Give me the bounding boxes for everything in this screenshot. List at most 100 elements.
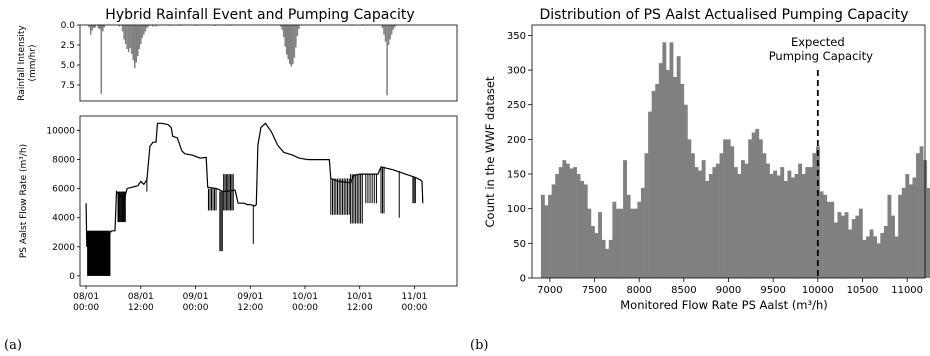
rainfall-bar [118, 25, 121, 27]
histogram-bar [705, 180, 710, 278]
histogram-bar [601, 239, 606, 278]
histogram-bar [583, 184, 588, 278]
flow-xtick-label-date: 08/01 [73, 292, 99, 302]
flow-xtick-label-date: 10/01 [292, 292, 318, 302]
histogram-bars [540, 42, 930, 279]
rainfall-ylabel-line2: (mm/hr) [28, 45, 38, 82]
histogram-bar [687, 139, 692, 278]
rainfall-bar [279, 25, 282, 27]
histogram-bar [862, 239, 867, 278]
rainfall-bar [295, 25, 297, 48]
histogram-bar [741, 160, 745, 278]
histogram-bar [769, 174, 774, 278]
histogram-bar [701, 160, 706, 278]
rainfall-bar [141, 25, 144, 38]
rainfall-bar [287, 25, 290, 60]
histogram-bar [598, 212, 602, 278]
rainfall-bar [138, 25, 141, 49]
histogram-ytick-label: 200 [507, 135, 526, 146]
histogram-ytick-label: 300 [507, 66, 526, 77]
histogram-bar [833, 222, 838, 278]
histogram-bar [576, 174, 581, 278]
rainfall-bar [282, 25, 285, 37]
rainfall-bar [387, 25, 390, 45]
histogram-bar [555, 174, 560, 278]
rainfall-bar [102, 25, 104, 32]
flow-spikes [87, 166, 416, 276]
panel-label-b: (b) [470, 338, 488, 353]
rainfall-bar [289, 25, 291, 65]
histogram-frame [531, 24, 926, 279]
flow-xtick-label-time: 12:00 [237, 303, 263, 313]
flow-xtick-label-time: 00:00 [73, 303, 99, 313]
histogram-bar [866, 236, 870, 278]
histogram-bar [590, 226, 595, 278]
rainfall-bar [281, 25, 283, 30]
histogram-bar [673, 76, 677, 278]
histogram-ytick-label: 50 [513, 239, 526, 250]
rainfall-ytick-label: 0.0 [61, 21, 76, 31]
histogram-bar [901, 187, 906, 278]
histogram-xtick-label: 9000 [716, 285, 741, 296]
histogram-bar [644, 153, 649, 278]
histogram-bar [808, 167, 813, 278]
histogram-bar [837, 212, 842, 278]
rainfall-bar [155, 25, 157, 27]
histogram-ytick-label: 150 [507, 170, 526, 181]
annotation-line2: Pumping Capacity [769, 49, 873, 63]
histogram-bar [658, 63, 663, 278]
histogram-bar [823, 194, 828, 278]
rainfall-frame [79, 24, 458, 102]
histogram-bar [766, 163, 770, 278]
histogram-bar [630, 208, 635, 278]
histogram-bar [726, 139, 731, 278]
histogram-bar [640, 187, 645, 278]
rainfall-bar [383, 25, 385, 35]
histogram-bar [605, 248, 610, 278]
histogram-bar [730, 146, 735, 278]
histogram-xtick-label: 10500 [847, 285, 879, 296]
flow-xtick-label-date: 09/01 [237, 292, 263, 302]
rainfall-bar [152, 25, 154, 27]
histogram-bar [855, 215, 860, 278]
histogram-xlabel: Monitored Flow Rate PS Aalst (m³/h) [620, 298, 828, 312]
histogram-bar [594, 232, 599, 278]
flow-xtick-label-date: 10/01 [347, 292, 373, 302]
histogram-bar [851, 219, 856, 278]
left-title: Hybrid Rainfall Event and Pumping Capaci… [105, 7, 414, 23]
histogram-bar [776, 175, 781, 278]
flow-ytick-label: 0 [69, 272, 75, 282]
histogram-bar [676, 56, 681, 279]
histogram-bar [651, 90, 656, 279]
histogram-bar [587, 208, 592, 278]
histogram-bar [712, 167, 717, 278]
rainfall-bars [88, 25, 396, 96]
rainfall-bar [292, 25, 294, 65]
flow-xtick-label-time: 00:00 [292, 303, 318, 313]
histogram-bar [633, 208, 638, 278]
rainfall-ytick-label: 5.0 [61, 61, 76, 71]
rainfall-bar [284, 25, 286, 47]
rainfall-bar [298, 25, 300, 29]
rainfall-bar [92, 25, 95, 29]
rainfall-bar [91, 25, 93, 31]
histogram-bar [908, 184, 913, 278]
histogram-xtick-label: 8000 [626, 285, 651, 296]
histogram-ylabel: Count in the WWF dataset [483, 76, 497, 227]
rainfall-ytick-label: 7.5 [61, 81, 75, 91]
histogram-ytick-label: 0 [520, 274, 526, 285]
rainfall-bar [146, 25, 148, 29]
flow-ytick-label: 8000 [52, 156, 75, 166]
rainfall-bar [386, 25, 388, 96]
histogram-bar [780, 167, 785, 278]
histogram-bar [683, 104, 688, 278]
histogram-y-ticks: 0 50 100 150 200 250 300 350 [507, 31, 532, 285]
flow-xtick-label-time: 12:00 [128, 303, 154, 313]
histogram-bar [694, 167, 699, 278]
rainfall-bar [140, 25, 142, 45]
histogram-ytick-label: 250 [507, 100, 526, 111]
histogram-bar [926, 187, 930, 278]
histogram-bar [623, 160, 627, 278]
histogram-bar [844, 212, 849, 278]
histogram-bar [744, 163, 749, 278]
